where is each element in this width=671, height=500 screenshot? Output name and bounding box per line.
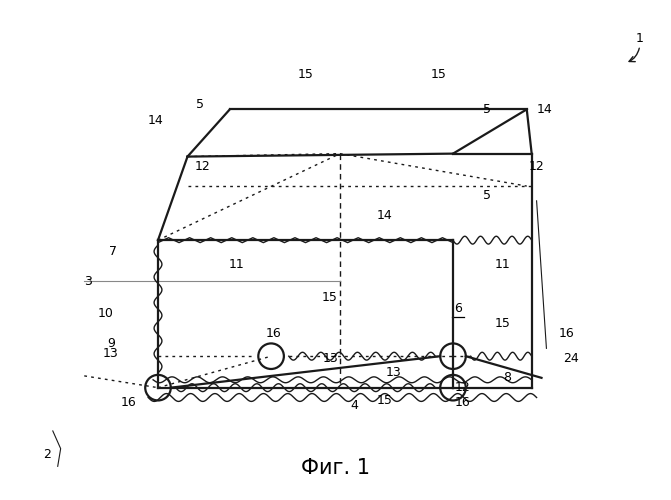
Text: 10: 10 bbox=[98, 308, 114, 320]
Text: Фиг. 1: Фиг. 1 bbox=[301, 458, 370, 478]
Text: 12: 12 bbox=[455, 381, 471, 394]
Text: 14: 14 bbox=[376, 209, 392, 222]
Text: 5: 5 bbox=[483, 103, 491, 116]
Text: 11: 11 bbox=[495, 258, 510, 271]
Text: 15: 15 bbox=[495, 318, 510, 330]
Text: 16: 16 bbox=[558, 327, 574, 340]
Text: 15: 15 bbox=[430, 68, 446, 82]
Text: 11: 11 bbox=[229, 258, 244, 271]
Text: 5: 5 bbox=[197, 98, 204, 111]
Text: 9: 9 bbox=[107, 337, 115, 350]
Text: 24: 24 bbox=[563, 352, 579, 364]
Text: 5: 5 bbox=[483, 190, 491, 202]
Text: 13: 13 bbox=[322, 352, 338, 364]
Text: 15: 15 bbox=[297, 68, 313, 82]
Text: 4: 4 bbox=[351, 399, 358, 412]
Text: 8: 8 bbox=[503, 372, 511, 384]
Text: 13: 13 bbox=[103, 347, 119, 360]
Text: 16: 16 bbox=[455, 396, 471, 409]
Text: 6: 6 bbox=[454, 302, 462, 316]
Text: 15: 15 bbox=[322, 290, 338, 304]
Text: 16: 16 bbox=[265, 327, 281, 340]
Text: 3: 3 bbox=[85, 275, 92, 288]
Text: 12: 12 bbox=[529, 160, 544, 173]
Text: 14: 14 bbox=[147, 114, 163, 126]
Text: 1: 1 bbox=[636, 32, 643, 45]
Text: 15: 15 bbox=[376, 394, 392, 407]
Text: 7: 7 bbox=[109, 246, 117, 258]
Text: 14: 14 bbox=[537, 103, 552, 116]
Text: 13: 13 bbox=[386, 366, 402, 380]
Text: 12: 12 bbox=[195, 160, 210, 173]
Text: 2: 2 bbox=[43, 448, 51, 461]
Text: 16: 16 bbox=[121, 396, 136, 409]
